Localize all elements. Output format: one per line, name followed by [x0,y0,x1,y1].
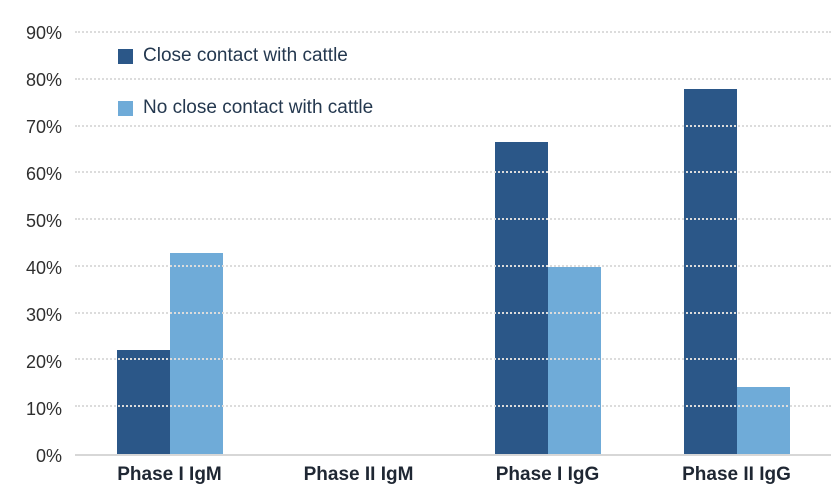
gridline [75,264,831,267]
y-tick-label: 20% [25,352,62,372]
y-tick-label: 30% [25,305,62,326]
legend-label: Close contact with cattle [143,45,348,66]
y-tick-label: 50% [25,211,62,231]
bar [494,142,548,454]
gridline [75,171,831,174]
bar-group [642,33,831,454]
bar [683,89,737,454]
legend: Close contact with cattle No close conta… [118,45,373,119]
x-axis: Phase I IgM Phase II IgM Phase I IgG Phase … [75,464,831,486]
y-tick-label: 70% [25,117,62,137]
x-category-label: Phase I IgM [117,464,222,485]
legend-swatch-close-contact [118,48,133,64]
legend-swatch-no-close-contact [118,100,133,116]
legend-item-close-contact: Close contact with cattle [118,45,373,67]
bar-groups [75,33,831,454]
legend-label: No close contact with cattle [143,97,374,118]
bar [736,387,790,454]
y-tick-label: 90% [25,23,62,43]
bar [169,253,223,454]
y-axis: 0% 10% 20% 30% 40% 50% 60% 70% 80% 90% [0,23,62,466]
gridline [75,77,831,80]
x-category-label: Phase II IgM [303,464,414,485]
y-tick-label: 80% [25,70,62,90]
y-tick-label: 0% [35,446,62,466]
gridline [75,218,831,221]
x-category-label: Phase II IgG [682,464,791,485]
gridline [75,124,831,127]
gridline [75,405,831,408]
y-tick-label: 10% [25,399,62,419]
gridline [75,358,831,361]
gridline [75,311,831,314]
y-tick-label: 60% [25,164,62,185]
x-category-label: Phase I IgG [495,464,600,485]
bar [116,350,170,454]
y-tick-label: 40% [25,258,62,278]
bar-group [75,33,264,454]
gridline [75,31,831,33]
legend-item-no-close-contact: No close contact with cattle [118,97,373,119]
plot-area: Close contact with cattle No close conta… [75,31,831,456]
bar-group [453,33,642,454]
